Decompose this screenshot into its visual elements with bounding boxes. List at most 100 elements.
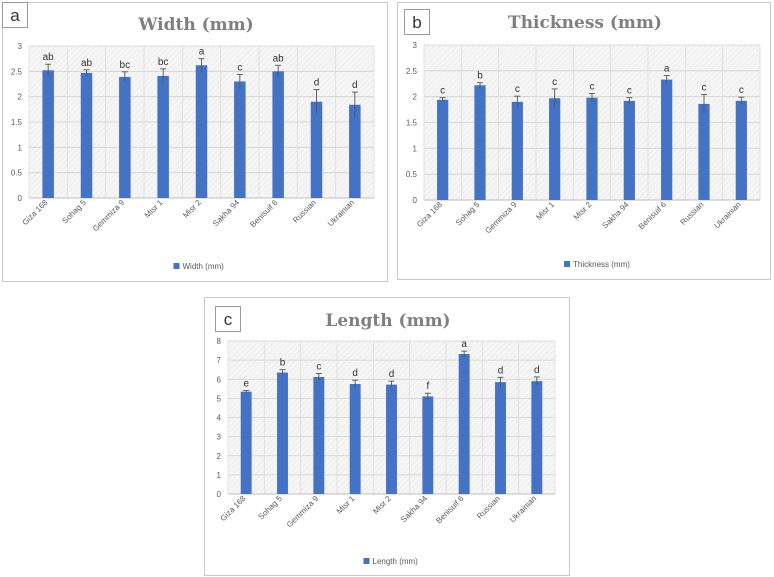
y-tick-label: 0: [18, 194, 23, 203]
y-tick-label: 3: [18, 42, 23, 51]
category-label: Giza 168: [21, 198, 50, 227]
bar: [549, 98, 561, 200]
category-label: Sakha 94: [399, 494, 430, 525]
category-label: Benisuif 6: [434, 494, 466, 526]
category-label: Gemmiza 9: [483, 200, 519, 236]
significance-label: d: [314, 78, 320, 89]
y-tick-label: 1: [18, 143, 23, 152]
category-label: Misr 1: [335, 494, 357, 516]
y-tick-label: 1.5: [406, 119, 418, 128]
y-tick-label: 1: [217, 471, 222, 480]
significance-label: c: [739, 85, 744, 96]
bar: [313, 376, 325, 494]
significance-label: b: [280, 358, 286, 369]
chart-panel-thickness: Thickness (mm) 0 0.5 1 1.5 2 2.5 3 c Giza 168 b So…: [397, 2, 771, 280]
significance-label: e: [243, 379, 249, 390]
bar: [157, 75, 169, 198]
bar: [511, 101, 523, 200]
chart-svg-length: Length (mm) 0 1 2 3 4 5 6 7 8 e Giza 168 b Sohag 5 c G…: [217, 311, 556, 566]
chart-panel-width: Width (mm) 0 0.5 1 1.5 2 2.5 3 ab Giza 168 ab Soha…: [2, 2, 388, 282]
bar: [80, 72, 93, 198]
significance-label: c: [552, 77, 557, 88]
category-label: Misr 1: [143, 198, 165, 220]
significance-label: bc: [120, 60, 131, 71]
significance-label: c: [237, 62, 242, 73]
legend-label: Width (mm): [183, 262, 225, 271]
panel-letter-a: a: [2, 2, 28, 28]
y-tick-label: 4: [217, 414, 222, 423]
y-tick-label: 1.5: [11, 118, 23, 127]
panel-letter-b: b: [404, 9, 430, 35]
bar: [531, 381, 543, 494]
bar: [42, 70, 54, 198]
category-label: Misr 2: [181, 198, 203, 220]
category-label: Sakha 94: [600, 200, 631, 231]
bar: [234, 81, 246, 198]
legend-swatch: [564, 261, 570, 267]
chart-svg-thickness: Thickness (mm) 0 0.5 1 1.5 2 2.5 3 c Giza 168 b So…: [406, 13, 761, 269]
bar: [272, 71, 284, 198]
bar: [277, 372, 288, 494]
y-tick-label: 8: [217, 337, 222, 346]
y-tick-label: 0: [217, 490, 222, 499]
y-tick-label: 3: [413, 41, 418, 50]
significance-label: f: [426, 381, 429, 392]
significance-label: c: [316, 362, 321, 373]
bar: [119, 76, 131, 198]
bar: [422, 396, 434, 494]
y-tick-label: 5: [217, 394, 222, 403]
chart-title: Thickness (mm): [508, 13, 662, 33]
y-tick-label: 0.5: [406, 170, 418, 179]
chart-title: Length (mm): [325, 311, 450, 331]
chart-panel-length: Length (mm) 0 1 2 3 4 5 6 7 8 e Giza 168 b Sohag 5 c G…: [204, 297, 570, 576]
significance-label: d: [389, 369, 395, 380]
category-label: Misr 2: [572, 200, 594, 222]
significance-label: c: [627, 86, 632, 97]
bar: [349, 384, 361, 494]
y-tick-label: 2.5: [406, 67, 418, 76]
bar: [586, 97, 598, 200]
y-tick-label: 3: [217, 433, 222, 442]
significance-label: ab: [273, 53, 285, 64]
bar: [698, 103, 710, 200]
legend-swatch: [173, 263, 180, 269]
category-label: Sohag 5: [60, 198, 88, 226]
bar: [458, 354, 470, 494]
category-label: Giza 168: [219, 494, 248, 523]
bar: [437, 99, 449, 200]
bar: [495, 382, 506, 494]
category-label: Benisuif 6: [248, 198, 280, 230]
bar: [623, 100, 635, 200]
y-tick-label: 2.5: [11, 67, 23, 76]
y-tick-label: 6: [217, 375, 222, 384]
significance-label: b: [477, 71, 483, 82]
bar: [240, 391, 252, 494]
category-label: Sohag 5: [454, 200, 482, 228]
category-label: Gemmiza 9: [285, 494, 321, 530]
legend-label: Thickness (mm): [573, 260, 630, 269]
category-label: Gemmiza 9: [91, 198, 127, 234]
bar: [349, 104, 361, 198]
significance-label: bc: [158, 57, 169, 68]
category-label: Russian: [475, 494, 502, 521]
chart-svg-width: Width (mm) 0 0.5 1 1.5 2 2.5 3 ab Giza 168 ab Soha…: [11, 15, 375, 271]
category-label: Ukrainian: [508, 494, 538, 524]
category-label: Russian: [679, 200, 706, 227]
category-label: Giza 168: [415, 200, 444, 229]
category-label: Misr 1: [534, 200, 556, 222]
bar: [310, 101, 323, 198]
bar: [386, 384, 397, 494]
y-tick-label: 0: [413, 196, 418, 205]
category-label: Benisuif 6: [637, 200, 669, 232]
y-tick-label: 2: [217, 452, 222, 461]
chart-title: Width (mm): [137, 15, 253, 35]
significance-label: ab: [81, 58, 93, 69]
category-label: Sakha 94: [211, 198, 242, 229]
significance-label: a: [664, 63, 670, 74]
bar: [474, 85, 486, 200]
panel-letter-c: c: [215, 306, 241, 332]
significance-label: d: [352, 80, 358, 91]
y-tick-label: 2: [18, 93, 23, 102]
legend-swatch: [363, 558, 370, 564]
bar: [195, 65, 208, 199]
